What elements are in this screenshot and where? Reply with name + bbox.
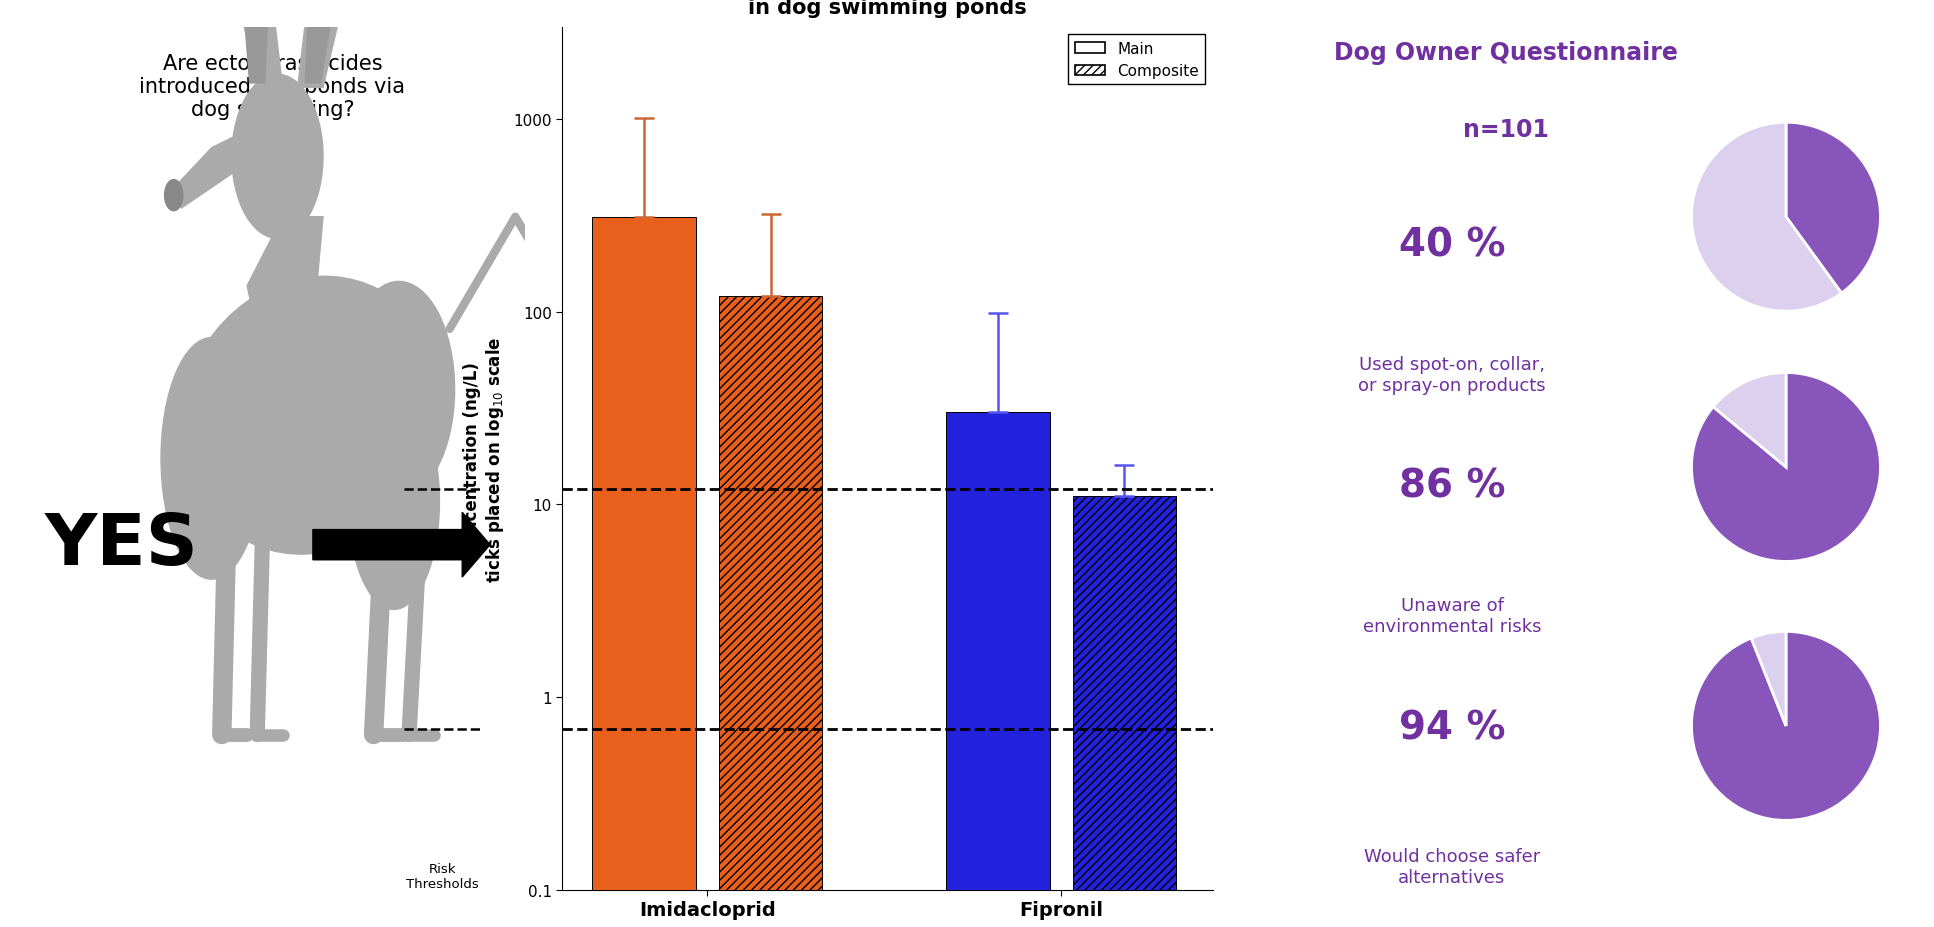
Ellipse shape [348, 394, 439, 610]
Polygon shape [248, 218, 323, 355]
Text: Unaware of
environmental risks: Unaware of environmental risks [1363, 597, 1541, 636]
Text: Would choose safer
alternatives: Would choose safer alternatives [1363, 847, 1539, 885]
Y-axis label: Concentration (ng/L)
ticks placed on log$_{10}$ scale: Concentration (ng/L) ticks placed on log… [462, 336, 507, 582]
Text: Risk
Thresholds: Risk Thresholds [406, 862, 478, 890]
Polygon shape [306, 23, 331, 83]
Wedge shape [1714, 373, 1785, 467]
Bar [946, 413, 1050, 927]
Text: 94 %: 94 % [1398, 709, 1505, 747]
Text: Used spot-on, collar,
or spray-on products: Used spot-on, collar, or spray-on produc… [1358, 355, 1545, 394]
Ellipse shape [232, 75, 323, 239]
Wedge shape [1785, 123, 1880, 294]
Bar [719, 297, 822, 927]
Polygon shape [238, 0, 282, 88]
Title: Mean (+ max) chemical concentrations
in dog swimming ponds: Mean (+ max) chemical concentrations in … [658, 0, 1118, 18]
Ellipse shape [182, 277, 445, 554]
Bar [1073, 497, 1176, 927]
FancyArrow shape [313, 513, 489, 578]
Text: n=101: n=101 [1462, 119, 1549, 143]
Ellipse shape [342, 282, 454, 498]
Wedge shape [1692, 373, 1880, 562]
Text: 40 %: 40 % [1398, 226, 1505, 264]
Polygon shape [244, 19, 267, 83]
Bar [592, 218, 696, 927]
Text: Are ectoparasiticides
introduced into ponds via
dog swimming?: Are ectoparasiticides introduced into po… [139, 54, 406, 120]
Text: 86 %: 86 % [1398, 467, 1505, 505]
Ellipse shape [161, 338, 263, 579]
Circle shape [164, 181, 184, 211]
Wedge shape [1692, 631, 1880, 820]
Wedge shape [1692, 123, 1841, 311]
Polygon shape [172, 132, 248, 209]
Text: YES: YES [44, 511, 199, 579]
Text: Dog Owner Questionnaire: Dog Owner Questionnaire [1334, 41, 1679, 65]
Legend: Main, Composite: Main, Composite [1068, 35, 1205, 85]
Polygon shape [298, 2, 342, 88]
Wedge shape [1750, 631, 1785, 726]
